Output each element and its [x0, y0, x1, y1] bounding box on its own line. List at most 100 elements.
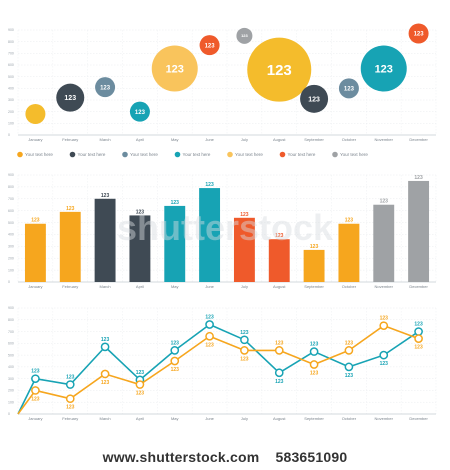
bar [164, 205, 186, 282]
bar [59, 211, 81, 282]
bar-value-label: 123 [136, 209, 145, 215]
point-value-label: 123 [380, 316, 389, 322]
bar-value-label: 123 [66, 206, 75, 212]
bar [24, 223, 46, 282]
point-value-label: 123 [136, 391, 145, 397]
point-value-label: 123 [171, 340, 180, 346]
bar-chart-y-tick-label: 300 [8, 245, 14, 249]
point-value-label: 123 [414, 345, 423, 351]
bubble-chart-y-tick-label: 0 [8, 133, 10, 137]
line-chart-y-tick-label: 500 [8, 353, 14, 357]
bubble [25, 104, 46, 124]
bubble-label: 123 [308, 96, 320, 103]
bar-chart-y-tick-label: 600 [8, 209, 14, 213]
point-value-label: 123 [310, 342, 319, 348]
series-point [135, 380, 145, 389]
series-line [17, 324, 419, 415]
bubble-label: 123 [267, 62, 292, 79]
bubble [247, 37, 312, 102]
bar [94, 198, 116, 282]
line-chart-y-tick-label: 900 [8, 306, 14, 310]
series-point [414, 327, 423, 336]
series-point [31, 386, 40, 395]
bar-chart-x-tick-label: May [171, 284, 179, 289]
bubble-chart-x-tick-label: August [273, 137, 286, 142]
bubble-chart-y-tick-label: 100 [8, 122, 14, 126]
point-value-label: 123 [101, 337, 110, 343]
series-point [65, 394, 75, 404]
bubble-chart-y-tick-label: 400 [8, 87, 14, 91]
bar-value-label: 123 [240, 212, 249, 218]
point-value-label: 123 [345, 340, 354, 346]
bubble-chart-x-tick-label: April [136, 137, 144, 142]
bar-chart-x-tick-label: March [100, 284, 111, 289]
point-value-label: 123 [380, 361, 389, 367]
legend-swatch [227, 151, 233, 158]
series-point [274, 368, 284, 378]
point-value-label: 123 [31, 396, 40, 402]
bubble-chart-x-tick-label: December [409, 137, 428, 142]
series-point [379, 321, 389, 331]
bar-value-label: 123 [380, 199, 389, 205]
legend-label: Your text here [130, 152, 158, 157]
point-value-label: 123 [310, 371, 319, 377]
bubble [338, 78, 359, 99]
legend: Your text here Your text here Your text he… [17, 151, 368, 158]
bar-chart-x-tick-label: September [304, 284, 324, 289]
line-chart-x-tick-label: November [375, 416, 394, 421]
line-chart-y-tick-label: 400 [8, 365, 14, 369]
bubble [300, 84, 329, 113]
bar [199, 188, 221, 282]
point-value-label: 123 [240, 330, 249, 336]
bar-chart-y-tick-label: 900 [8, 173, 14, 177]
bar [129, 215, 151, 282]
bubble [129, 101, 150, 122]
bar-chart-x-tick-label: August [273, 284, 286, 289]
bubble-chart-x-tick-label: November [375, 137, 394, 142]
bar-value-label: 123 [171, 200, 180, 206]
legend-label: Your text here [288, 152, 316, 157]
line-chart-x-tick-label: December [409, 416, 428, 421]
point-value-label: 123 [66, 405, 75, 411]
series-point [100, 342, 110, 352]
bar [373, 204, 395, 282]
bar-chart-x-tick-label: June [205, 284, 214, 289]
series-point [240, 335, 249, 345]
series-point [170, 356, 180, 366]
bubble-chart-y-tick-label: 200 [8, 110, 14, 114]
bubble-label: 123 [241, 33, 248, 38]
bar-chart-y-tick-label: 500 [8, 221, 14, 225]
bubble-chart: 0 100 200 300 400 500 600 700 800 900 January Febru… [8, 23, 437, 142]
point-value-label: 123 [205, 314, 214, 320]
bubble-chart-x-tick-label: January [28, 137, 42, 142]
bar-value-label: 123 [205, 182, 214, 188]
point-value-label: 123 [275, 379, 284, 385]
legend-swatch [279, 151, 286, 158]
point-value-label: 123 [414, 322, 423, 328]
series-point [65, 380, 75, 389]
bubble-label: 123 [375, 63, 393, 75]
bar [233, 217, 255, 282]
series-point [240, 346, 249, 355]
line-chart-y-tick-label: 0 [8, 412, 10, 416]
line-chart-x-tick-label: June [205, 416, 214, 421]
bar-chart-x-tick-label: February [62, 284, 78, 289]
line-chart-y-tick-label: 300 [8, 377, 14, 381]
bar-chart-y-tick-label: 0 [8, 280, 10, 284]
point-value-label: 123 [136, 370, 145, 376]
bubble [56, 83, 85, 112]
bar-value-label: 123 [414, 175, 423, 181]
series-point [309, 360, 319, 369]
legend-swatch [122, 151, 128, 158]
bubble-chart-x-tick-label: October [342, 137, 357, 142]
point-value-label: 123 [101, 380, 110, 386]
point-value-label: 123 [171, 367, 180, 373]
bubble [236, 27, 253, 44]
bubble [360, 45, 407, 92]
point-value-label: 123 [275, 340, 284, 346]
line-chart-x-tick-label: April [136, 416, 144, 421]
series-point [100, 369, 110, 379]
point-value-label: 123 [345, 373, 354, 379]
bar-chart-x-tick-label: January [28, 284, 42, 289]
